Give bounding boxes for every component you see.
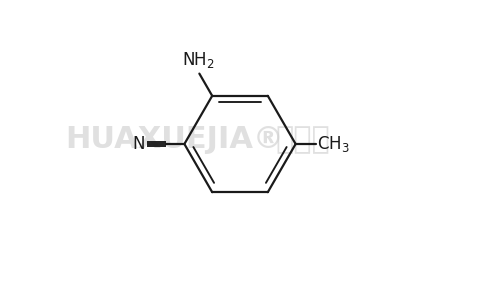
Text: NH$_2$: NH$_2$ (181, 50, 214, 70)
Text: CH$_3$: CH$_3$ (317, 134, 350, 154)
Text: HUAXUEJIA®: HUAXUEJIA® (65, 125, 284, 154)
Text: N: N (132, 135, 145, 153)
Text: 化学加: 化学加 (276, 125, 330, 154)
